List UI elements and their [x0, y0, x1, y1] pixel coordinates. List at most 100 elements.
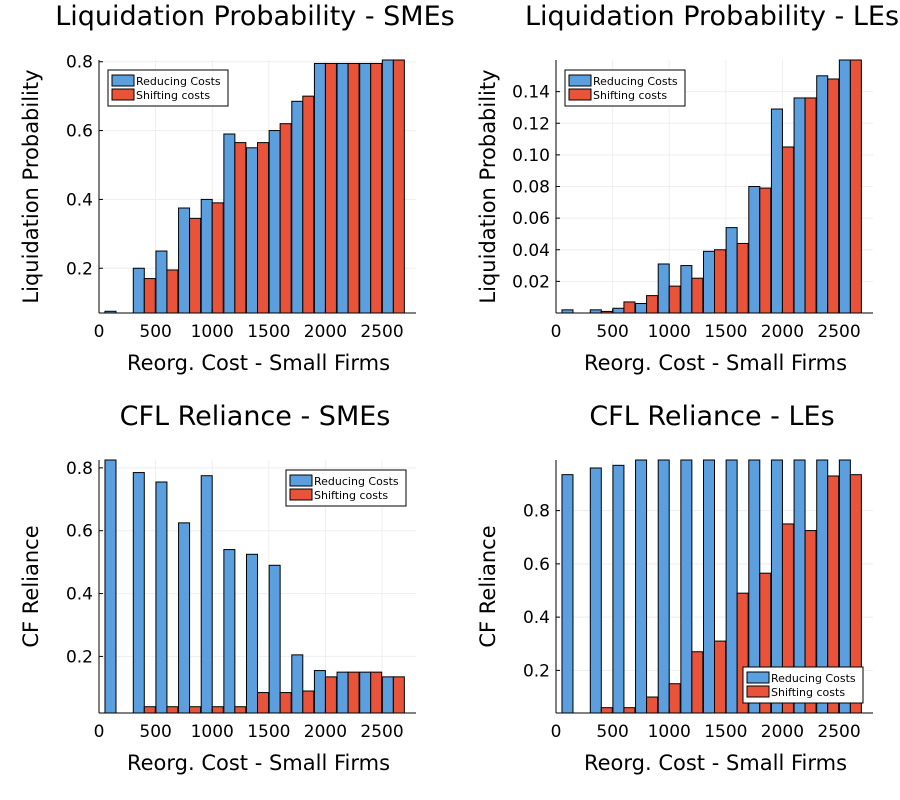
bar-shifting-costs	[189, 217, 202, 314]
bar-reducing-costs	[291, 654, 304, 714]
bar-reducing-costs	[680, 265, 693, 314]
legend-swatch	[746, 685, 770, 698]
y-tick-label: 0.4	[66, 585, 93, 605]
bar-reducing-costs	[635, 303, 648, 314]
bar-reducing-costs	[838, 59, 851, 314]
bar-reducing-costs	[561, 474, 574, 714]
bar-reducing-costs	[725, 227, 738, 314]
y-tick-label: 0.8	[66, 53, 93, 73]
bar-reducing-costs	[770, 108, 783, 314]
bar-reducing-costs	[200, 198, 213, 314]
bar-reducing-costs	[155, 250, 168, 314]
y-tick-label: 0.6	[523, 555, 550, 575]
x-tick-label: 2500	[360, 722, 403, 742]
chart-title: CFL Reliance - SMEs	[120, 401, 391, 432]
legend-label: Reducing Costs	[593, 75, 678, 88]
x-tick-label: 1000	[191, 322, 234, 342]
bar-shifting-costs	[347, 62, 360, 314]
bar-shifting-costs	[143, 278, 156, 314]
bar-shifting-costs	[623, 301, 636, 314]
chart-panel-2: 0 500 1000 1500 2000 2500 0.02 0.04 0.06 0.08 0.10…	[476, 1, 899, 375]
legend-label: Shifting costs	[771, 686, 845, 699]
x-tick-label: 2000	[304, 322, 347, 342]
bar-shifting-costs	[668, 285, 681, 314]
bar-shifting-costs	[827, 78, 840, 314]
x-tick-label: 2500	[360, 322, 403, 342]
bar-shifting-costs	[781, 146, 794, 314]
x-axis-label: Reorg. Cost - Small Firms	[584, 351, 847, 375]
bar-shifting-costs	[234, 706, 247, 714]
bar-reducing-costs	[223, 133, 236, 314]
y-tick-label: 0.02	[512, 272, 550, 292]
bar-reducing-costs	[381, 676, 394, 714]
bar-reducing-costs	[612, 307, 625, 314]
bar-shifting-costs	[392, 59, 405, 314]
bar-reducing-costs	[291, 100, 304, 314]
legend-label: Reducing Costs	[771, 672, 856, 685]
y-tick-label: 0.04	[512, 241, 550, 261]
legend-label: Shifting costs	[136, 89, 210, 102]
y-tick-label: 0.8	[523, 502, 550, 522]
bar-shifting-costs	[392, 676, 405, 714]
bar-reducing-costs	[381, 59, 394, 314]
bar-reducing-costs	[336, 62, 349, 314]
bar-shifting-costs	[257, 692, 269, 714]
bar-reducing-costs	[589, 467, 602, 714]
bar-shifting-costs	[646, 295, 659, 314]
legend-label: Shifting costs	[314, 489, 388, 502]
bar-reducing-costs	[680, 459, 693, 714]
y-tick-label: 0.06	[512, 209, 550, 229]
y-tick-label: 0.14	[512, 83, 550, 103]
bar-shifting-costs	[646, 696, 659, 714]
bar-reducing-costs	[246, 147, 258, 314]
bar-shifting-costs	[347, 671, 360, 714]
x-tick-label: 2000	[761, 722, 804, 742]
chart-panel-4: 0 500 1000 1500 2000 2500 0.2 0.4 0.6 0.8 CFL Reli…	[476, 401, 873, 775]
y-tick-label: 0.2	[66, 259, 93, 279]
bar-shifting-costs	[211, 706, 224, 714]
bar-shifting-costs	[714, 249, 726, 314]
bar-reducing-costs	[725, 459, 738, 714]
x-tick-label: 1000	[648, 322, 691, 342]
bar-reducing-costs	[748, 186, 761, 314]
bar-shifting-costs	[736, 242, 749, 314]
x-tick-label: 0	[551, 322, 562, 342]
bar-reducing-costs	[313, 62, 326, 314]
legend-label: Reducing Costs	[314, 475, 399, 488]
chart-panel-3: 0 500 1000 1500 2000 2500 0.2 0.4 0.6 0.8 CFL Reli…	[19, 401, 416, 775]
x-tick-label: 1500	[247, 722, 290, 742]
x-tick-label: 0	[94, 322, 105, 342]
y-tick-label: 0.12	[512, 114, 550, 134]
legend-swatch	[568, 88, 592, 101]
bar-shifting-costs	[279, 692, 292, 714]
x-tick-label: 2500	[817, 322, 860, 342]
bar-reducing-costs	[816, 75, 829, 314]
y-axis-label: CF Reliance	[19, 525, 43, 647]
bar-shifting-costs	[370, 671, 383, 714]
y-tick-label: 0.2	[523, 661, 550, 681]
x-axis-label: Reorg. Cost - Small Firms	[127, 351, 390, 375]
bar-reducing-costs	[657, 263, 670, 314]
bar-reducing-costs	[657, 459, 670, 714]
bar-shifting-costs	[668, 683, 681, 714]
bar-shifting-costs	[849, 59, 862, 314]
x-tick-label: 500	[139, 722, 171, 742]
legend-swatch	[289, 474, 313, 487]
y-axis-label: Liquidation Probability	[476, 69, 500, 303]
x-axis-label: Reorg. Cost - Small Firms	[127, 751, 390, 775]
bar-shifting-costs	[600, 707, 613, 714]
y-tick-label: 0.6	[66, 522, 93, 542]
y-tick-label: 0.4	[523, 608, 550, 628]
bar-reducing-costs	[336, 671, 349, 714]
bar-reducing-costs	[178, 522, 191, 714]
chart-panel-1: 0 500 1000 1500 2000 2500 0.2 0.4 0.6 0.8 Liquidat…	[19, 1, 455, 375]
bar-shifting-costs	[759, 187, 772, 314]
bar-shifting-costs	[623, 707, 636, 714]
y-tick-label: 0.4	[66, 190, 93, 210]
bar-reducing-costs	[313, 670, 326, 714]
bar-shifting-costs	[324, 62, 337, 314]
bar-reducing-costs	[132, 267, 145, 314]
legend-label: Reducing Costs	[136, 75, 221, 88]
